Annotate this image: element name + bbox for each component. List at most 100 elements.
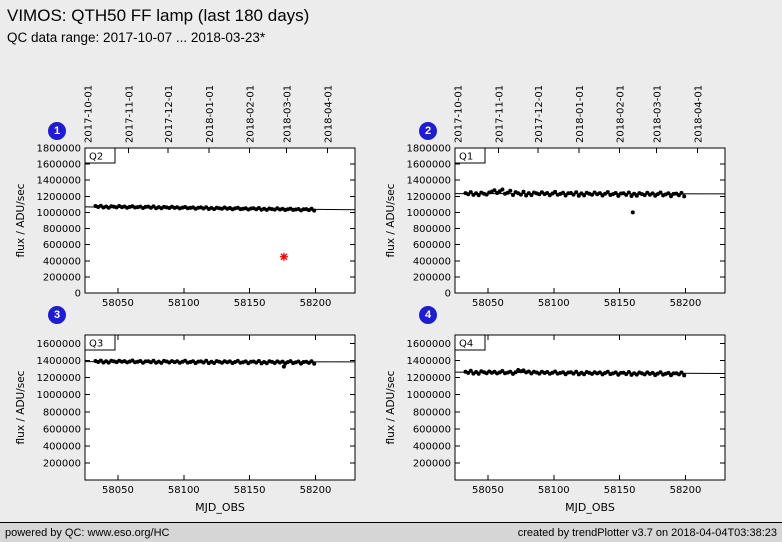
y-tick-label: 200000 xyxy=(43,272,81,283)
date-tick-label: 2017-10-01 xyxy=(454,85,465,143)
plot-area xyxy=(455,335,725,480)
y-tick-label: 1000000 xyxy=(406,208,451,219)
data-point xyxy=(679,190,684,195)
data-point xyxy=(204,358,209,363)
date-tick-label: 2018-01-01 xyxy=(205,85,216,143)
data-point xyxy=(518,192,523,197)
y-tick-label: 600000 xyxy=(43,424,81,435)
y-tick-label: 1800000 xyxy=(406,144,451,155)
date-tick-label: 2017-12-01 xyxy=(164,85,175,143)
data-point xyxy=(682,373,687,378)
y-tick-label: 1400000 xyxy=(36,356,81,367)
data-point xyxy=(563,193,568,198)
y-tick-label: 600000 xyxy=(43,240,81,251)
data-point xyxy=(476,371,481,376)
y-tick-label: 1800000 xyxy=(36,144,81,155)
x-tick-label: 58100 xyxy=(538,485,570,496)
chart-q3[interactable]: 200000 400000 600000 800000 1000000 1200000 14… xyxy=(10,325,390,515)
x-axis-title: MJD_OBS xyxy=(565,501,615,514)
data-point xyxy=(281,364,286,369)
y-tick-label: 200000 xyxy=(43,458,81,469)
plot-area xyxy=(85,335,355,480)
plot-badge-1[interactable]: 1 xyxy=(48,122,66,140)
x-tick-label: 58150 xyxy=(234,485,266,496)
y-tick-label: 600000 xyxy=(413,424,451,435)
data-point xyxy=(312,208,317,213)
date-tick-label: 2018-04-01 xyxy=(693,85,704,143)
y-tick-label: 400000 xyxy=(413,256,451,267)
data-point xyxy=(630,210,635,215)
chart-q4[interactable]: 200000 400000 600000 800000 1000000 1200000 14… xyxy=(380,325,760,515)
data-point xyxy=(642,193,647,198)
quadrant-label-box xyxy=(454,147,486,164)
y-tick-label: 1000000 xyxy=(36,390,81,401)
footer: powered by QC: www.eso.org/HC created by… xyxy=(0,522,782,542)
data-point xyxy=(650,191,655,196)
y-axis-title: flux / ADU/sec xyxy=(385,183,397,257)
x-tick-label: 58050 xyxy=(102,298,134,309)
date-tick-label: 2018-03-01 xyxy=(653,85,664,143)
data-point xyxy=(597,191,602,196)
date-tick-label: 2017-10-01 xyxy=(84,85,95,143)
data-point xyxy=(511,193,515,197)
x-axis-title: MJD_OBS xyxy=(195,501,245,514)
data-point xyxy=(634,193,639,198)
date-tick-label: 2017-11-01 xyxy=(494,85,505,143)
date-tick-label: 2018-01-01 xyxy=(575,85,586,143)
y-tick-label: 1200000 xyxy=(36,373,81,384)
chart-q2[interactable]: 0 200000 400000 600000 800000 1000000 1200000 1… xyxy=(10,70,390,318)
data-point xyxy=(682,194,687,199)
x-tick-label: 58050 xyxy=(472,485,504,496)
data-point xyxy=(508,188,513,193)
plot-badge-2[interactable]: 2 xyxy=(419,122,437,140)
quadrant-label-box xyxy=(84,334,116,351)
quadrant-label: Q2 xyxy=(89,152,103,163)
y-tick-label: 400000 xyxy=(43,256,81,267)
y-tick-label: 400000 xyxy=(413,441,451,452)
y-tick-label: 1200000 xyxy=(406,373,451,384)
data-point xyxy=(616,193,621,198)
data-point xyxy=(524,193,529,198)
data-point xyxy=(613,370,618,375)
x-tick-label: 58150 xyxy=(604,485,636,496)
y-tick-label: 200000 xyxy=(413,458,451,469)
y-axis-title: flux / ADU/sec xyxy=(15,370,27,444)
plot-area xyxy=(85,148,355,293)
data-point xyxy=(582,193,587,198)
data-point xyxy=(500,369,505,373)
data-point xyxy=(574,190,579,195)
y-tick-label: 1600000 xyxy=(406,339,451,350)
x-tick-label: 58150 xyxy=(604,298,636,309)
y-tick-label: 1000000 xyxy=(406,390,451,401)
data-point xyxy=(574,369,579,374)
x-tick-label: 58200 xyxy=(670,485,702,496)
data-point xyxy=(605,369,610,374)
plot-badge-4[interactable]: 4 xyxy=(419,306,437,324)
qc-data-range: QC data range: 2017-10-07 ... 2018-03-23… xyxy=(7,30,266,45)
x-tick-label: 58200 xyxy=(300,298,332,309)
x-tick-label: 58200 xyxy=(670,298,702,309)
y-tick-label: 0 xyxy=(75,289,81,300)
y-tick-label: 1200000 xyxy=(406,192,451,203)
y-tick-label: 1600000 xyxy=(406,160,451,171)
y-tick-label: 1200000 xyxy=(36,192,81,203)
data-point xyxy=(476,193,481,198)
plot-area xyxy=(455,148,725,293)
plot-border xyxy=(84,334,356,481)
plot-badge-3[interactable]: 3 xyxy=(48,306,66,324)
chart-q1[interactable]: 0 200000 400000 600000 800000 1000000 1200000 1… xyxy=(380,70,760,318)
header: VIMOS: QTH50 FF lamp (last 180 days) QC … xyxy=(7,6,309,45)
data-point xyxy=(576,193,581,198)
y-tick-label: 1400000 xyxy=(406,176,451,187)
y-axis-title: flux / ADU/sec xyxy=(15,183,27,257)
footer-powered-by: powered by QC: www.eso.org/HC xyxy=(5,526,170,539)
x-tick-label: 58100 xyxy=(168,485,200,496)
x-tick-label: 58050 xyxy=(102,485,134,496)
date-tick-label: 2018-03-01 xyxy=(283,85,294,143)
x-tick-label: 58150 xyxy=(234,298,266,309)
data-point xyxy=(590,192,594,197)
page-title: VIMOS: QTH50 FF lamp (last 180 days) xyxy=(7,6,310,25)
data-point xyxy=(561,190,565,195)
data-point xyxy=(312,361,317,366)
